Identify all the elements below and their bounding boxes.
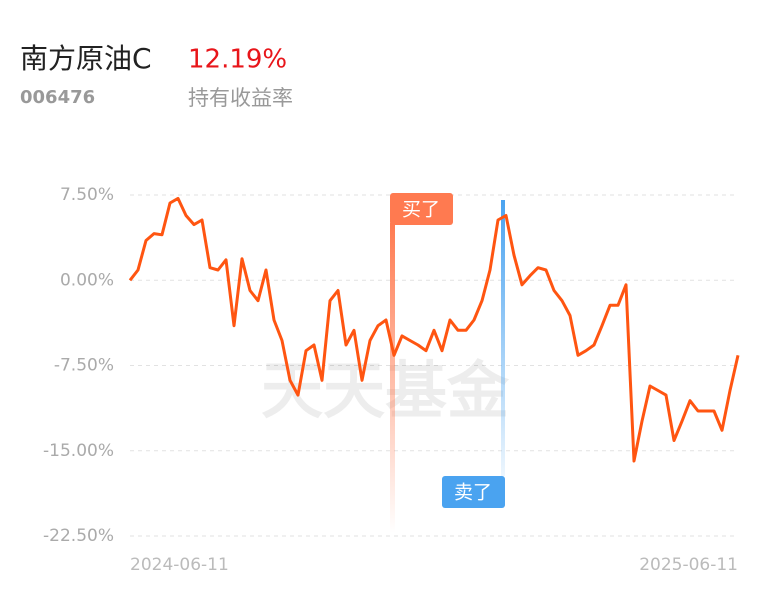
buy-label: 买了 (402, 199, 440, 221)
return-value: 12.19% (188, 45, 287, 75)
y-tick-label: -7.50% (54, 356, 114, 376)
y-tick-label: 7.50% (60, 185, 114, 205)
buy-tag (390, 193, 453, 225)
sell-label: 卖了 (454, 482, 492, 504)
y-tick-label: -15.00% (43, 441, 114, 461)
fund-code: 006476 (20, 87, 95, 108)
fund-name: 南方原油C (20, 42, 152, 75)
sell-line (501, 200, 505, 476)
y-tick-label: -22.50% (43, 526, 114, 546)
sell-tag (442, 476, 505, 508)
x-tick-label: 2025-06-11 (639, 555, 738, 575)
x-tick-label: 2024-06-11 (130, 555, 229, 575)
y-tick-label: 0.00% (60, 270, 114, 290)
price-line (128, 196, 740, 463)
buy-line (390, 223, 395, 533)
return-label: 持有收益率 (188, 86, 293, 110)
